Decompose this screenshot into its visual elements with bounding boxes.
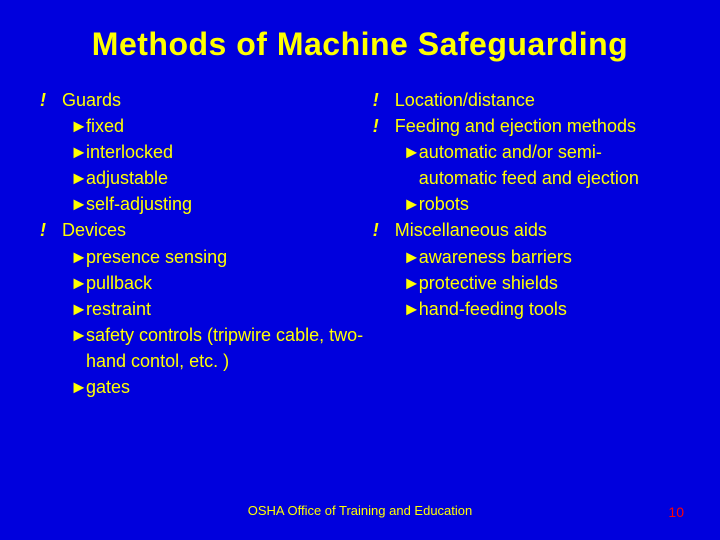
list-item-l2: ►robots bbox=[373, 191, 680, 217]
arrow-bullet-icon: ► bbox=[403, 139, 419, 165]
list-item-l2: ►presence sensing bbox=[40, 244, 373, 270]
arrow-bullet-icon: ► bbox=[70, 165, 86, 191]
list-item-text: hand-feeding tools bbox=[419, 296, 575, 322]
bang-bullet-icon: ! bbox=[373, 87, 395, 113]
list-item-text: presence sensing bbox=[86, 244, 235, 270]
list-item-text: restraint bbox=[86, 296, 159, 322]
slide-title: Methods of Machine Safeguarding bbox=[0, 0, 720, 87]
list-item-text: self-adjusting bbox=[86, 191, 200, 217]
arrow-bullet-icon: ► bbox=[70, 113, 86, 139]
column-left: !Guards►fixed►interlocked►adjustable►sel… bbox=[40, 87, 373, 400]
list-item-text: Miscellaneous aids bbox=[395, 217, 547, 243]
list-item-text: safety controls (tripwire cable, two-han… bbox=[86, 322, 373, 374]
bang-bullet-icon: ! bbox=[373, 113, 395, 139]
content-columns: !Guards►fixed►interlocked►adjustable►sel… bbox=[0, 87, 720, 400]
arrow-bullet-icon: ► bbox=[403, 244, 419, 270]
list-item-text: robots bbox=[419, 191, 477, 217]
bang-bullet-icon: ! bbox=[40, 87, 62, 113]
list-item-text: protective shields bbox=[419, 270, 566, 296]
arrow-bullet-icon: ► bbox=[403, 270, 419, 296]
list-item-l1: !Feeding and ejection methods bbox=[373, 113, 680, 139]
page-number: 10 bbox=[668, 504, 684, 520]
list-item-l2: ►safety controls (tripwire cable, two-ha… bbox=[40, 322, 373, 374]
list-item-text: adjustable bbox=[86, 165, 176, 191]
list-item-l2: ►hand-feeding tools bbox=[373, 296, 680, 322]
list-item-l2: ►gates bbox=[40, 374, 373, 400]
bang-bullet-icon: ! bbox=[40, 217, 62, 243]
arrow-bullet-icon: ► bbox=[70, 296, 86, 322]
list-item-l1: !Guards bbox=[40, 87, 373, 113]
list-item-l2: ►fixed bbox=[40, 113, 373, 139]
list-item-l2: ►adjustable bbox=[40, 165, 373, 191]
list-item-l1: !Devices bbox=[40, 217, 373, 243]
list-item-l2: ►awareness barriers bbox=[373, 244, 680, 270]
list-item-text: Guards bbox=[62, 87, 121, 113]
arrow-bullet-icon: ► bbox=[70, 191, 86, 217]
list-item-text: automatic and/or semi-automatic feed and… bbox=[419, 139, 680, 191]
list-item-text: interlocked bbox=[86, 139, 181, 165]
bang-bullet-icon: ! bbox=[373, 217, 395, 243]
list-item-text: Location/distance bbox=[395, 87, 535, 113]
list-item-l2: ►protective shields bbox=[373, 270, 680, 296]
list-item-text: Devices bbox=[62, 217, 126, 243]
list-item-l1: !Location/distance bbox=[373, 87, 680, 113]
footer-text: OSHA Office of Training and Education bbox=[0, 503, 720, 518]
list-item-l2: ►pullback bbox=[40, 270, 373, 296]
list-item-text: gates bbox=[86, 374, 138, 400]
arrow-bullet-icon: ► bbox=[403, 191, 419, 217]
list-item-l2: ►automatic and/or semi-automatic feed an… bbox=[373, 139, 680, 191]
arrow-bullet-icon: ► bbox=[70, 244, 86, 270]
arrow-bullet-icon: ► bbox=[403, 296, 419, 322]
list-item-l2: ►interlocked bbox=[40, 139, 373, 165]
list-item-l2: ►restraint bbox=[40, 296, 373, 322]
list-item-l1: !Miscellaneous aids bbox=[373, 217, 680, 243]
arrow-bullet-icon: ► bbox=[70, 139, 86, 165]
arrow-bullet-icon: ► bbox=[70, 374, 86, 400]
list-item-text: fixed bbox=[86, 113, 132, 139]
list-item-l2: ►self-adjusting bbox=[40, 191, 373, 217]
list-item-text: pullback bbox=[86, 270, 160, 296]
arrow-bullet-icon: ► bbox=[70, 270, 86, 296]
arrow-bullet-icon: ► bbox=[70, 322, 86, 348]
list-item-text: Feeding and ejection methods bbox=[395, 113, 636, 139]
list-item-text: awareness barriers bbox=[419, 244, 580, 270]
column-right: !Location/distance!Feeding and ejection … bbox=[373, 87, 680, 400]
